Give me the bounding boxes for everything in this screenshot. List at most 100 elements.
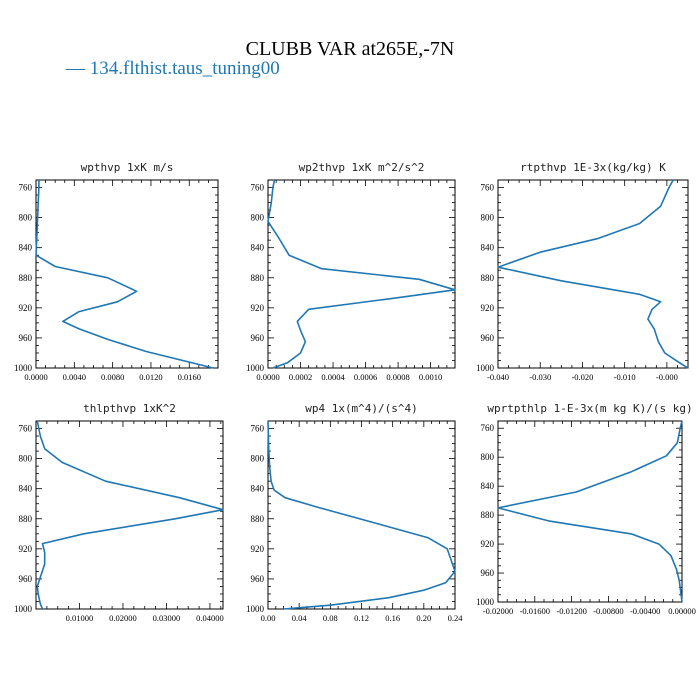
x-tick-label: 0.12 [354, 613, 369, 623]
y-tick-label: 1000 [476, 597, 495, 607]
panel-5: wp4 1x(m^4)/(s^4)76080084088092096010000… [246, 402, 463, 623]
y-tick-label: 800 [19, 454, 33, 464]
y-tick-label: 800 [481, 452, 495, 462]
y-tick-label: 920 [251, 303, 265, 313]
plot-frame [267, 179, 456, 369]
series-line [497, 420, 683, 603]
y-tick-label: 880 [251, 273, 265, 283]
x-tick-label: 0.04000 [196, 613, 224, 623]
x-tick-label: 0.0008 [386, 372, 409, 382]
panel-title: wp4 1x(m^4)/(s^4) [305, 402, 418, 415]
panel-title: rtpthvp 1E-3x(kg/kg) K [520, 161, 666, 174]
y-tick-label: 840 [481, 243, 495, 253]
y-tick-label: 800 [251, 213, 265, 223]
x-tick-label: 0.0000 [24, 372, 47, 382]
plot-frame [35, 420, 224, 610]
plot-frame [35, 179, 219, 369]
y-tick-label: 840 [251, 484, 265, 494]
panel-1: wpthvp 1xK m/s76080084088092096010000.00… [14, 161, 219, 382]
legend-entry: — 134.flthist.taus_tuning00 [66, 58, 280, 80]
y-tick-label: 800 [19, 213, 33, 223]
y-tick-label: 920 [19, 544, 33, 554]
x-tick-label: -0.00400 [630, 606, 660, 616]
x-tick-label: 0.00 [261, 613, 276, 623]
x-tick-label: 0.0006 [354, 372, 377, 382]
x-tick-label: -0.020 [571, 372, 593, 382]
x-tick-label: 0.0040 [63, 372, 86, 382]
y-tick-label: 960 [481, 568, 495, 578]
x-tick-label: 0.0002 [289, 372, 312, 382]
x-tick-label: 0.0010 [419, 372, 442, 382]
x-tick-label: 0.0120 [139, 372, 162, 382]
x-tick-label: 0.01000 [66, 613, 94, 623]
panel-title: wp2thvp 1xK m^2/s^2 [299, 161, 425, 174]
y-tick-label: 960 [481, 333, 495, 343]
y-tick-label: 880 [19, 273, 33, 283]
y-tick-label: 920 [481, 303, 495, 313]
y-tick-label: 840 [481, 481, 495, 491]
series-line [267, 179, 456, 369]
x-tick-label: 0.24 [448, 613, 464, 623]
x-tick-label: 0.0080 [101, 372, 124, 382]
y-tick-label: 760 [19, 183, 33, 193]
y-tick-label: 920 [481, 539, 495, 549]
series-line [36, 420, 224, 610]
y-tick-label: 760 [19, 424, 33, 434]
series-line [35, 180, 214, 369]
x-tick-label: 0.00000 [668, 606, 696, 616]
x-tick-label: -0.00800 [593, 606, 623, 616]
panel-title: thlpthvp 1xK^2 [83, 402, 176, 415]
legend-line-marker: — [66, 58, 85, 79]
y-tick-label: 960 [19, 574, 33, 584]
y-tick-label: 1000 [14, 604, 33, 614]
x-tick-label: 0.20 [416, 613, 431, 623]
x-tick-label: -0.010 [614, 372, 636, 382]
y-tick-label: 920 [19, 303, 33, 313]
x-tick-label: -0.000 [656, 372, 678, 382]
x-tick-label: 0.0160 [178, 372, 201, 382]
panel-3: rtpthvp 1E-3x(kg/kg) K 760 800 840 880 920 960… [476, 161, 689, 382]
panel-4: thlpthvp 1xK^2 760 800 840 880 920 960 1000 0.01… [14, 402, 224, 623]
panel-6: wprtpthlp 1-E-3x(m kg K)/(s kg) 760 800 840… [476, 402, 696, 616]
y-tick-label: 760 [251, 183, 265, 193]
x-tick-label: 0.0000 [256, 372, 279, 382]
x-tick-label: 0.08 [323, 613, 338, 623]
legend-label: 134.flthist.taus_tuning00 [89, 58, 280, 79]
x-tick-label: 0.04 [292, 613, 308, 623]
x-tick-label: 0.0004 [321, 372, 345, 382]
y-tick-label: 800 [251, 454, 265, 464]
y-tick-label: 1000 [14, 363, 33, 373]
plot-frame [497, 420, 683, 603]
y-tick-label: 960 [251, 333, 265, 343]
y-tick-label: 840 [19, 484, 33, 494]
y-tick-label: 920 [251, 544, 265, 554]
main-title: CLUBB VAR at265E,-7N [245, 38, 455, 60]
panel-2: wp2thvp 1xK m^2/s^2 760 800 840 880 920 960 100… [246, 161, 456, 382]
x-tick-label: 0.16 [385, 613, 400, 623]
x-tick-label: 0.02000 [109, 613, 137, 623]
y-tick-label: 960 [251, 574, 265, 584]
series-line [497, 179, 689, 369]
y-tick-label: 1000 [476, 363, 495, 373]
y-tick-label: 840 [19, 243, 33, 253]
y-tick-label: 760 [481, 183, 495, 193]
y-tick-label: 960 [19, 333, 33, 343]
series-line [267, 420, 456, 610]
y-tick-label: 880 [481, 273, 495, 283]
y-tick-label: 760 [481, 423, 495, 433]
x-tick-label: -0.040 [487, 372, 509, 382]
panel-title: wprtpthlp 1-E-3x(m kg K)/(s kg) [487, 402, 692, 415]
plot-frame [267, 420, 456, 610]
panel-title: wpthvp 1xK m/s [81, 161, 174, 174]
y-tick-label: 1000 [246, 363, 265, 373]
y-tick-label: 1000 [246, 604, 265, 614]
y-tick-label: 880 [19, 514, 33, 524]
x-tick-label: -0.01600 [520, 606, 550, 616]
x-tick-label: -0.030 [529, 372, 551, 382]
x-tick-label: -0.02000 [483, 606, 513, 616]
x-tick-label: 0.03000 [153, 613, 181, 623]
y-tick-label: 760 [251, 424, 265, 434]
x-tick-label: -0.01200 [556, 606, 586, 616]
y-tick-label: 880 [481, 510, 495, 520]
